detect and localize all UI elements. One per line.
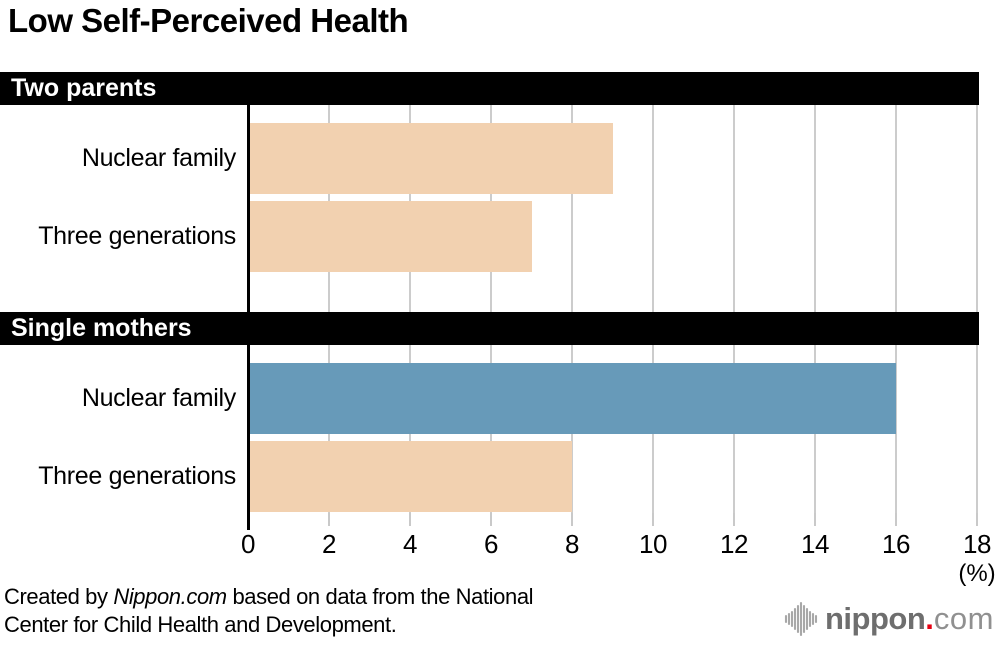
axis-tick-label: 16 <box>882 529 910 559</box>
x-axis-ticks <box>0 513 979 531</box>
nippon-logo[interactable]: nippon. com <box>784 598 994 640</box>
section-single-mothers: Single mothers Nuclear family Three gene… <box>0 312 979 513</box>
section-header-label: Two parents <box>11 74 157 102</box>
axis-tick-label: 2 <box>322 529 336 559</box>
logo-dot: . <box>925 601 934 636</box>
axis-unit-label: (%) <box>958 560 996 587</box>
chart-title: Low Self-Perceived Health <box>8 2 409 39</box>
gridline <box>733 105 735 312</box>
gridline <box>895 105 897 312</box>
bar-two-parents-nuclear-family <box>248 123 613 194</box>
credit-text-line2: Center for Child Health and Development. <box>4 612 397 637</box>
gridline <box>976 105 978 312</box>
axis-tick-label: 8 <box>565 529 579 559</box>
axis-tick-label: 14 <box>801 529 829 559</box>
axis-tick <box>328 513 330 526</box>
y-axis-line <box>246 345 250 513</box>
logo-brand-text: nippon <box>825 601 926 636</box>
gridline <box>895 345 897 513</box>
section-header-two-parents: Two parents <box>0 72 979 105</box>
axis-tick <box>490 513 492 526</box>
category-label-nuclear-family: Nuclear family <box>81 384 236 412</box>
credit-source-name: Nippon.com <box>113 584 227 609</box>
axis-tick <box>733 513 735 526</box>
bar-single-mothers-three-generations <box>248 441 572 512</box>
x-axis-labels: 0 2 4 6 8 10 12 14 16 18 <box>0 529 1000 559</box>
bar-single-mothers-nuclear-family <box>248 363 896 434</box>
axis-tick-label: 0 <box>241 529 255 559</box>
bar-two-parents-three-generations <box>248 201 532 272</box>
gridline <box>976 345 978 513</box>
section-header-label: Single mothers <box>11 314 192 342</box>
axis-tick <box>571 513 573 526</box>
category-label-nuclear-family: Nuclear family <box>81 144 236 172</box>
credit-text: based on data from the National <box>226 584 534 609</box>
y-axis-line <box>246 105 250 312</box>
axis-tick <box>409 513 411 526</box>
axis-tick <box>652 513 654 526</box>
logo-tld-text: com <box>933 601 994 636</box>
credit-text: Created by <box>4 584 114 609</box>
category-label-three-generations: Three generations <box>38 462 236 490</box>
gridline <box>571 105 573 312</box>
section-header-single-mothers: Single mothers <box>0 312 979 345</box>
axis-tick-label: 6 <box>484 529 498 559</box>
axis-tick <box>976 513 978 526</box>
axis-tick <box>895 513 897 526</box>
plot-area-single-mothers: Nuclear family Three generations <box>0 345 979 513</box>
axis-tick-label: 10 <box>639 529 667 559</box>
axis-tick <box>246 513 250 530</box>
axis-tick-label: 4 <box>403 529 417 559</box>
nippon-waveform-icon <box>784 601 818 637</box>
source-credit: Created by Nippon.com based on data from… <box>4 583 534 639</box>
axis-tick <box>814 513 816 526</box>
section-two-parents: Two parents Nuclear family Three generat… <box>0 72 979 312</box>
gridline <box>814 105 816 312</box>
axis-tick-label: 12 <box>720 529 748 559</box>
gridline <box>652 105 654 312</box>
category-label-three-generations: Three generations <box>38 222 236 250</box>
axis-tick-label: 18 <box>963 529 991 559</box>
plot-area-two-parents: Nuclear family Three generations <box>0 105 979 312</box>
